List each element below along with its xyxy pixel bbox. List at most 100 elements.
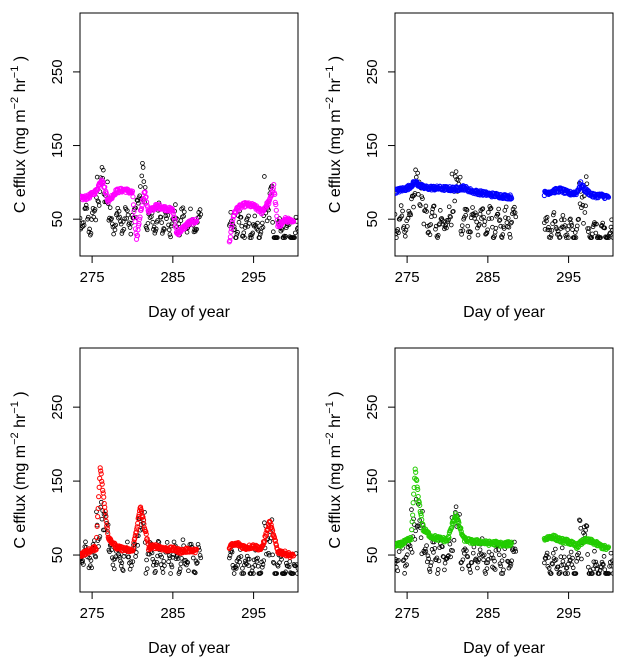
data-point (290, 553, 297, 559)
data-point (570, 565, 576, 571)
data-point (551, 210, 557, 215)
data-point (602, 567, 608, 572)
data-point (133, 529, 139, 535)
x-tick-label: 285 (475, 605, 500, 622)
data-point (132, 219, 138, 225)
data-point (121, 554, 127, 559)
data-point (193, 216, 199, 222)
data-point (573, 571, 579, 576)
data-point (415, 486, 421, 493)
data-point (577, 517, 582, 523)
data-point (590, 571, 595, 576)
data-point (257, 571, 263, 576)
data-point (144, 227, 150, 233)
data-point (572, 235, 577, 240)
data-point (166, 227, 172, 233)
data-point (448, 214, 453, 220)
data-point (98, 468, 104, 474)
x-tick-label: 285 (160, 269, 185, 286)
data-point (415, 170, 420, 176)
data-point (97, 534, 103, 539)
data-point (557, 569, 563, 575)
data-point (472, 210, 478, 216)
data-point (294, 562, 298, 567)
data-point (287, 559, 293, 564)
data-point (195, 560, 200, 565)
data-point (481, 222, 487, 228)
data-point (119, 560, 125, 566)
data-point (409, 519, 415, 525)
data-point (144, 199, 150, 205)
data-point (486, 216, 492, 222)
data-point (249, 235, 254, 240)
data-point (499, 558, 505, 564)
data-point (570, 555, 575, 561)
data-point (458, 525, 464, 531)
data-point (497, 552, 502, 558)
data-point (153, 228, 158, 234)
data-point (553, 219, 558, 224)
data-point (138, 184, 143, 189)
data-point (279, 557, 284, 562)
data-point (577, 518, 583, 524)
data-point (576, 550, 581, 556)
data-point (100, 179, 106, 185)
data-point (550, 561, 555, 567)
x-tick-label: 275 (395, 269, 420, 286)
data-point (503, 204, 509, 210)
data-point (168, 562, 174, 568)
data-point (433, 226, 438, 232)
data-point (228, 226, 234, 232)
data-point (99, 481, 105, 487)
data-point (101, 167, 106, 173)
data-point (473, 212, 479, 218)
data-point (100, 487, 106, 493)
data-point (563, 571, 568, 576)
data-point (544, 550, 550, 556)
data-point (261, 538, 268, 544)
data-point (257, 235, 262, 240)
data-point (592, 548, 597, 554)
data-point (255, 555, 260, 561)
data-point (446, 534, 452, 541)
data-point (170, 207, 176, 214)
data-point (99, 516, 105, 522)
data-point (568, 220, 574, 226)
data-point (140, 165, 146, 170)
data-point (437, 208, 443, 213)
y-axis-label: C efflux (mg m−2 hr−1 ) (324, 391, 344, 548)
data-point (97, 465, 103, 471)
data-point (481, 557, 486, 563)
data-point (172, 217, 178, 223)
y-tick-label: 50 (49, 547, 66, 564)
x-axis-label: Day of year (463, 304, 545, 321)
data-point (513, 214, 519, 220)
data-point (583, 523, 589, 528)
data-point (113, 222, 118, 228)
data-point (510, 546, 516, 551)
data-point (483, 231, 489, 236)
data-point (398, 203, 404, 208)
data-point (295, 226, 298, 232)
data-point (596, 571, 602, 576)
data-point (190, 555, 196, 561)
data-point (460, 228, 466, 233)
data-point (229, 219, 235, 226)
data-point (112, 227, 118, 233)
data-point (468, 229, 473, 235)
data-point (467, 567, 473, 572)
data-point (96, 536, 102, 541)
data-point (112, 556, 118, 562)
data-point (229, 549, 235, 555)
data-point (418, 535, 424, 540)
data-point (451, 209, 456, 214)
data-point (193, 227, 199, 233)
data-point (463, 213, 468, 218)
data-point (143, 528, 149, 535)
data-point (576, 216, 581, 222)
data-point (272, 191, 278, 197)
data-point (542, 227, 548, 232)
data-point (168, 234, 173, 240)
data-point (100, 490, 106, 496)
y-tick-label: 250 (364, 59, 381, 84)
